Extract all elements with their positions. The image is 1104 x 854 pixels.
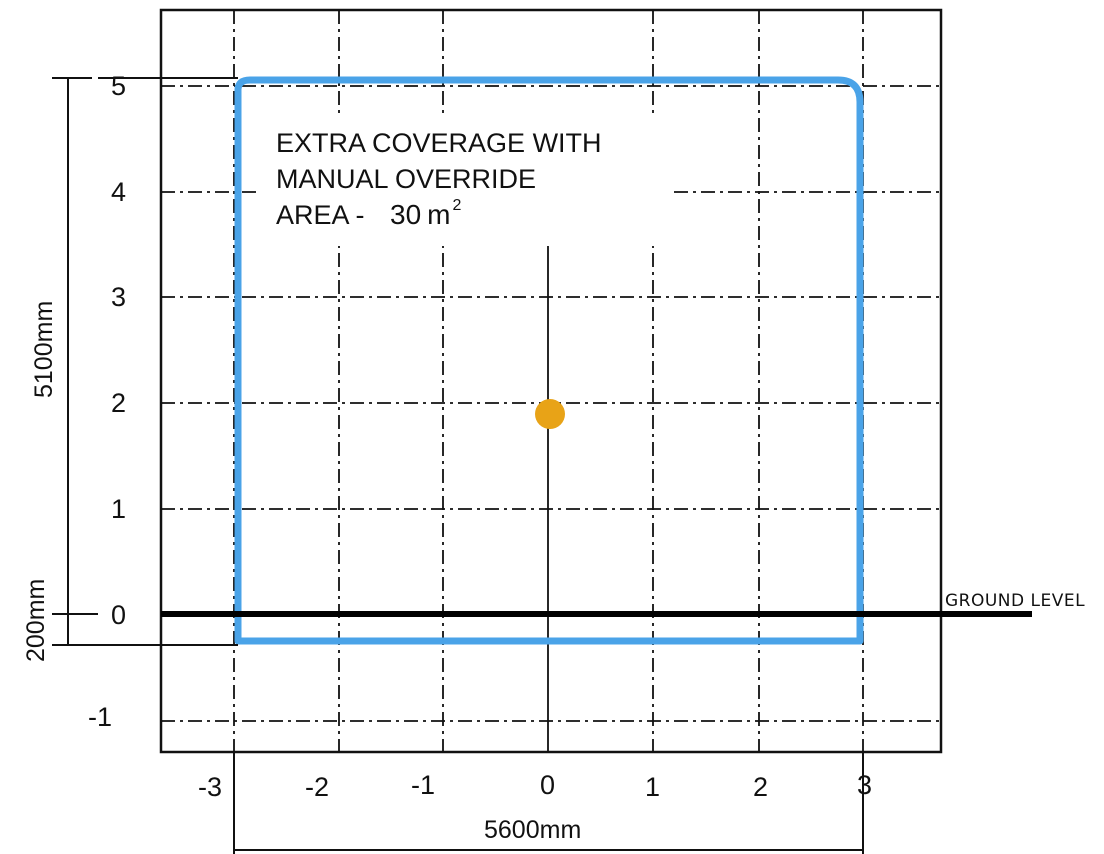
x-tick-label: -2 xyxy=(305,772,329,802)
x-tick-label: 3 xyxy=(857,770,872,800)
note-line-2: MANUAL OVERRIDE xyxy=(276,164,536,194)
y-tick-label: 5 xyxy=(111,71,126,101)
ground-level-label: GROUND LEVEL xyxy=(945,591,1085,611)
note-area-unit: m xyxy=(427,199,450,230)
width-dimension: 5600mm xyxy=(233,752,864,854)
height-dimension-label: 5100mm xyxy=(30,301,58,398)
note-area-value: 30 xyxy=(390,199,421,230)
y-tick-label: 3 xyxy=(111,282,126,312)
note-area-exponent: 2 xyxy=(452,197,461,214)
below-ground-dimension: 200mm xyxy=(22,579,238,662)
y-tick-label: 0 xyxy=(111,600,126,630)
width-dimension-label: 5600mm xyxy=(484,816,581,844)
x-tick-label: 2 xyxy=(753,772,768,802)
below-ground-dimension-label: 200mm xyxy=(22,579,50,662)
x-tick-label: -1 xyxy=(411,770,435,800)
sensor-marker xyxy=(535,399,565,429)
x-tick-label: -3 xyxy=(198,772,222,802)
y-tick-label: -1 xyxy=(88,702,112,732)
x-tick-label: 1 xyxy=(645,772,660,802)
note-line-1: EXTRA COVERAGE WITH xyxy=(276,128,602,158)
x-tick-label: 0 xyxy=(540,770,555,800)
height-dimension: 5100mm xyxy=(30,77,238,645)
note-line-3: AREA - 30 m 2 xyxy=(276,197,461,230)
x-tick-labels: -3 -2 -1 0 1 2 3 xyxy=(198,770,872,802)
note-area-prefix: AREA - xyxy=(276,200,372,230)
note-background xyxy=(258,116,670,246)
grid-frame xyxy=(159,8,943,754)
y-tick-label: 1 xyxy=(111,494,126,524)
coverage-region xyxy=(234,76,864,645)
y-tick-label: 4 xyxy=(111,177,126,207)
y-tick-labels: 5 4 3 2 1 0 -1 xyxy=(88,71,126,732)
y-tick-label: 2 xyxy=(111,388,126,418)
